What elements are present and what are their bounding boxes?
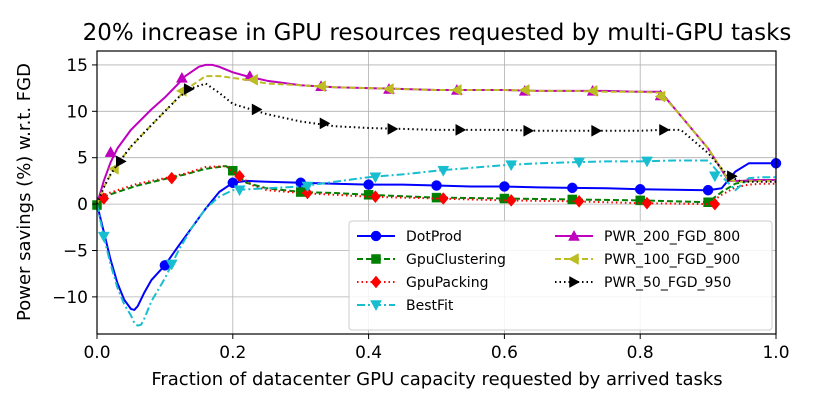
x-axis-label: Fraction of datacenter GPU capacity requ… <box>151 369 722 390</box>
legend-marker <box>568 229 580 241</box>
data-point <box>586 84 598 97</box>
data-point <box>518 84 530 96</box>
data-point <box>234 169 245 183</box>
series-line <box>96 162 776 311</box>
x-tick-label: 0.0 <box>83 343 110 363</box>
data-point <box>437 165 450 177</box>
x-tick-label: 0.6 <box>491 343 518 363</box>
data-point <box>431 180 442 191</box>
legend-marker <box>370 230 382 242</box>
series-line <box>96 159 776 327</box>
data-point <box>227 177 239 189</box>
data-point <box>363 179 374 190</box>
series-pwr-50-fgd-950 <box>96 82 776 205</box>
legend-marker <box>370 275 382 289</box>
data-point <box>505 160 518 172</box>
series-dotprod <box>96 158 782 311</box>
legend: DotProd GpuClustering GpuPacking BestFit PWR… <box>348 220 773 331</box>
x-tick-label: 0.4 <box>355 343 382 363</box>
legend-item: GpuPacking <box>357 275 488 291</box>
legend-marker <box>371 254 381 264</box>
data-point <box>97 231 110 243</box>
legend-label: PWR_50_FGD_950 <box>604 275 731 291</box>
data-point <box>573 194 585 208</box>
y-tick-label: −5 <box>63 241 88 261</box>
data-point <box>654 90 666 103</box>
data-point <box>183 83 195 95</box>
data-point <box>573 157 586 169</box>
data-point <box>591 124 603 137</box>
legend-item: PWR_50_FGD_950 <box>555 275 731 291</box>
legend-marker <box>569 276 581 288</box>
x-tick-label: 0.8 <box>627 343 654 363</box>
data-point <box>455 123 467 136</box>
data-point <box>709 197 721 211</box>
data-point <box>302 186 313 200</box>
series-pwr-100-fgd-900 <box>96 73 776 205</box>
data-point <box>104 146 117 157</box>
data-point <box>319 117 331 130</box>
data-point <box>659 123 670 136</box>
legend-item: BestFit <box>357 298 454 314</box>
data-point <box>567 182 578 194</box>
plot-frame <box>96 50 777 335</box>
legend-label: BestFit <box>406 298 454 314</box>
legend-item: GpuClustering <box>357 252 506 268</box>
series-layer <box>92 63 782 327</box>
data-point <box>228 165 238 176</box>
data-point <box>634 184 646 195</box>
series-gpupacking <box>96 165 776 211</box>
data-point <box>708 171 721 183</box>
data-point <box>382 83 394 95</box>
data-point <box>450 84 462 96</box>
data-point <box>315 80 326 93</box>
data-point <box>116 155 127 168</box>
y-tick-label: 0 <box>77 195 88 215</box>
y-tick-label: −10 <box>52 288 88 308</box>
y-tick-label: 5 <box>77 149 88 169</box>
data-point <box>175 71 188 83</box>
data-point <box>247 73 258 86</box>
data-point <box>387 123 399 135</box>
data-point <box>499 181 510 192</box>
x-tick-label: 0.2 <box>219 343 246 363</box>
data-point <box>165 259 178 271</box>
y-tick-label: 15 <box>66 56 88 76</box>
legend-label: DotProd <box>406 229 462 245</box>
x-tick-label: 1.0 <box>762 343 789 363</box>
legend-label: PWR_200_FGD_800 <box>604 229 740 245</box>
data-point <box>523 124 535 137</box>
data-point <box>641 156 653 168</box>
axis-ticks: 0.0 0.2 0.4 0.6 0.8 1.0 −10 −5 0 5 10 15 <box>52 56 789 363</box>
legend-box <box>348 220 773 331</box>
legend-marker <box>370 300 382 312</box>
legend-label: GpuClustering <box>406 252 506 268</box>
data-point <box>727 170 738 183</box>
legend-marker <box>567 253 579 265</box>
data-point <box>437 192 449 205</box>
legend-label: PWR_100_FGD_900 <box>604 252 740 268</box>
data-point <box>251 103 263 116</box>
data-point <box>301 181 314 193</box>
legend-item: PWR_100_FGD_900 <box>555 252 740 268</box>
y-axis-label: Power savings (%) w.r.t. FGD <box>14 63 35 321</box>
series-line <box>96 75 776 205</box>
chart-title: 20% increase in GPU resources requested … <box>83 20 792 46</box>
y-tick-label: 10 <box>66 102 88 122</box>
data-point <box>233 185 246 197</box>
legend-item: DotProd <box>357 229 462 245</box>
data-point <box>166 171 178 185</box>
series-line <box>96 82 776 205</box>
data-point <box>641 196 653 210</box>
data-point <box>369 172 382 184</box>
legend-item: PWR_200_FGD_800 <box>555 229 740 245</box>
data-point <box>505 193 517 207</box>
data-point <box>370 190 381 204</box>
legend-label: GpuPacking <box>406 275 488 291</box>
data-point <box>702 184 714 196</box>
series-line <box>96 165 776 206</box>
series-bestfit <box>96 156 776 327</box>
